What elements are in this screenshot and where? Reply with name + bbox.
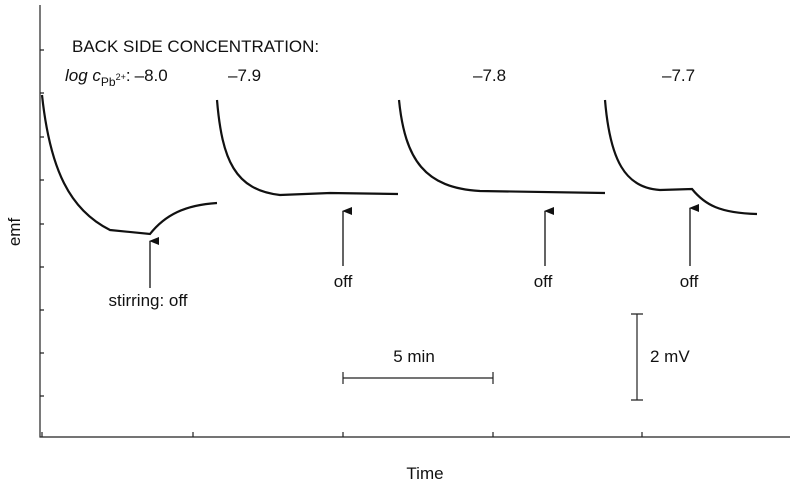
- annotation: off: [680, 272, 699, 291]
- y-ticks: [40, 49, 44, 397]
- title: BACK SIDE CONCENTRATION:: [72, 37, 319, 56]
- axis-lines: [39, 5, 790, 438]
- emf-scale-bar: [631, 313, 643, 401]
- annotation: off: [534, 272, 553, 291]
- trace: [603, 99, 758, 216]
- level-label-superscript: 2+: [116, 72, 126, 82]
- x-ticks: [41, 432, 643, 437]
- emf-scale-label: 2 mV: [650, 347, 690, 366]
- axes: [39, 5, 790, 438]
- annotation: off: [334, 272, 353, 291]
- trace: [215, 99, 399, 197]
- level: –8.0: [135, 66, 168, 85]
- level: –7.7: [662, 66, 695, 85]
- trace: [397, 99, 606, 195]
- level: –7.9: [228, 66, 261, 85]
- y-axis-label: emf: [5, 218, 24, 247]
- time-scale-bar: [342, 372, 494, 384]
- level-label-text: log c: [65, 66, 101, 85]
- level-label: log cPb2+: –8.0: [65, 66, 168, 89]
- arrows: [149, 204, 699, 288]
- time-scale-label: 5 min: [393, 347, 435, 366]
- annotation: stirring: off: [108, 291, 187, 310]
- level-label-separator: :: [126, 66, 131, 85]
- x-axis-label: Time: [406, 464, 443, 483]
- traces: [40, 94, 758, 236]
- level-label-subscript: Pb: [101, 75, 116, 89]
- level: –7.8: [473, 66, 506, 85]
- trace: [40, 94, 218, 236]
